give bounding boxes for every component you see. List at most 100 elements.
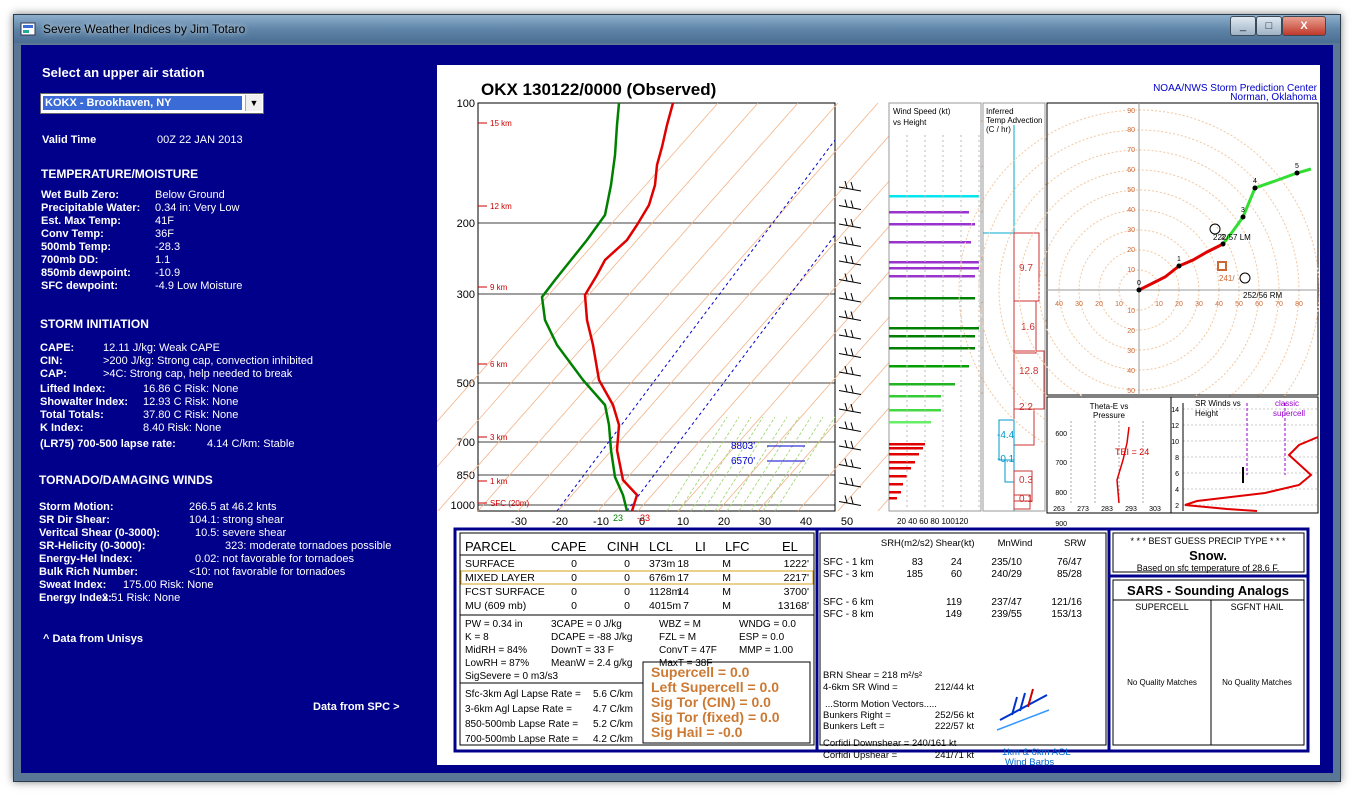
hodo-ring-label: 20	[1127, 328, 1135, 335]
temp-value: -28.3	[155, 241, 181, 253]
mean-wind-label: 241/	[1219, 274, 1235, 283]
parcel-cell: SURFACE	[465, 558, 515, 570]
wind-barb	[850, 181, 854, 190]
tornado-value: 104.1: strong shear	[189, 514, 284, 526]
hodo-x-label: 20	[1175, 301, 1183, 308]
close-button[interactable]: X	[1282, 16, 1326, 36]
wind-barb	[838, 464, 862, 469]
adv-box	[1013, 494, 1031, 510]
wind-barb	[838, 186, 862, 192]
parcel-cell: MIXED LAYER	[465, 572, 535, 584]
dry-adiabat	[397, 102, 759, 512]
wind-speed-bar	[889, 261, 979, 264]
hodo-ring-label: 70	[1127, 147, 1135, 154]
spc-source: NOAA/NWS Storm Prediction Center	[1153, 83, 1318, 94]
misc-cell: ConvT = 47F	[659, 645, 717, 656]
hodo-point	[1176, 263, 1182, 269]
adv-value: 12.8	[1019, 366, 1039, 377]
barb-label-1: 1km & 6km AGL	[1002, 747, 1071, 758]
precip-type: Snow.	[1189, 548, 1227, 563]
wind-speed-bar	[889, 409, 941, 412]
theta-tick: 900	[1055, 521, 1067, 528]
wind-speed-bar	[889, 335, 975, 338]
shear-table: SRH(m2/s2) Shear(kt) MnWind SRW SFC - 1 km 83…	[823, 538, 1086, 620]
sr46-value: 212/44 kt	[935, 682, 974, 693]
hodo-x-label: 60	[1255, 301, 1263, 308]
minimize-button[interactable]: _	[1230, 16, 1256, 36]
temp-value: 0.34 in: Very Low	[155, 202, 240, 214]
storm-initiation-title: STORM INITIATION	[40, 317, 149, 331]
wind-barb	[850, 477, 854, 486]
tornado-value: 266.5 at 46.2 knts	[189, 501, 277, 513]
unisys-link[interactable]: ^ Data from Unisys	[43, 633, 143, 645]
height-label: 3 km	[490, 433, 508, 442]
tornado-key: SR Dir Shear:	[39, 514, 110, 526]
wind-barb	[844, 458, 848, 466]
wind-barb	[838, 482, 862, 488]
theta-x-tick: 283	[1101, 506, 1113, 513]
hodo-point-label: 0	[1137, 280, 1141, 287]
misc-cell: FZL = M	[659, 632, 696, 643]
wind-barb	[844, 291, 848, 300]
wind-speed-bar	[889, 195, 979, 198]
param-value: Left Supercell = 0.0	[651, 679, 779, 695]
adv-value: -4.4	[997, 430, 1015, 441]
theta-e-chart: Theta-E vs Pressure 600 700 800 900 263 273 28…	[1046, 396, 1172, 528]
height-label: 15 km	[490, 119, 512, 128]
spc-link[interactable]: Data from SPC >	[313, 701, 400, 713]
tornado-value: 175.00 Risk: None	[123, 579, 214, 591]
lfc-label-1: 8803'	[731, 441, 755, 452]
maximize-button[interactable]: □	[1256, 16, 1282, 36]
wind-speed-bar	[889, 453, 919, 456]
adv-value: 0.3	[1019, 475, 1033, 486]
dry-adiabat	[477, 102, 839, 512]
storm-key: (LR75) 700-500 lapse rate:	[40, 438, 176, 450]
wind-speed-chart: Wind Speed (kt) vs Height 20 40 60 80 10…	[888, 102, 982, 526]
parcel-cell: 17	[677, 572, 689, 584]
precip-title: * * * BEST GUESS PRECIP TYPE * * *	[1130, 536, 1286, 546]
hodo-x-label: 30	[1195, 301, 1203, 308]
tornado-key: Energy Index:	[39, 592, 112, 604]
hodo-ring-label: 50	[1127, 187, 1135, 194]
storm-value: 4.14 C/km: Stable	[207, 438, 295, 450]
shear-cell: 85/28	[1057, 569, 1082, 580]
temp-tick: 50	[841, 516, 853, 528]
wind-barb	[844, 365, 848, 374]
mixing-ratio	[738, 416, 800, 512]
adv-title-2: Temp Advection	[986, 116, 1042, 125]
station-select-value[interactable]: KOKX - Brookhaven, NY	[43, 96, 242, 110]
hodo-point-label: 2	[1221, 234, 1225, 241]
wind-barb	[850, 496, 854, 504]
parcel-cell: 4015m	[649, 600, 681, 612]
app-window: Severe Weather Indices by Jim Totaro _ □…	[13, 14, 1341, 782]
tornado-key: SR-Helicity (0-3000):	[39, 540, 146, 552]
pressure-tick: 850	[457, 470, 475, 482]
parcel-cell: M	[722, 572, 731, 584]
theta-trace	[1116, 426, 1130, 504]
wind-speed-bar	[889, 211, 969, 214]
theta-tick: 600	[1055, 431, 1067, 438]
wind-barb	[844, 495, 848, 503]
parcel-cell: 7	[683, 600, 689, 612]
srw-tick: 4	[1175, 487, 1179, 494]
station-select[interactable]: KOKX - Brookhaven, NY ▼	[40, 93, 264, 114]
title-bar[interactable]: Severe Weather Indices by Jim Totaro _ □…	[14, 15, 1340, 43]
theta-x-tick: 273	[1077, 506, 1089, 513]
srw-tick: 6	[1175, 471, 1179, 478]
hodo-point	[1220, 241, 1226, 247]
misc-cell: MeanW = 2.4 g/kg	[551, 658, 632, 669]
lapse-value: 5.6 C/km	[593, 689, 633, 700]
temp-key: Wet Bulb Zero:	[41, 189, 120, 201]
parcel-cell: 14	[677, 586, 689, 598]
sounding-panel: OKX 130122/0000 (Observed) NOAA/NWS Stor…	[357, 65, 1320, 768]
parcel-cell: 13168'	[778, 600, 809, 612]
wind-speed-subtitle: vs Height	[893, 118, 927, 127]
hodo-x-label: 30	[1075, 301, 1083, 308]
wind-barb	[850, 459, 854, 467]
wind-speed-bar	[889, 475, 907, 478]
sfc-temp-label: -23	[637, 513, 650, 523]
wind-barb	[850, 440, 854, 449]
chevron-down-icon[interactable]: ▼	[245, 95, 262, 111]
hodo-point-label: 5	[1295, 163, 1299, 170]
